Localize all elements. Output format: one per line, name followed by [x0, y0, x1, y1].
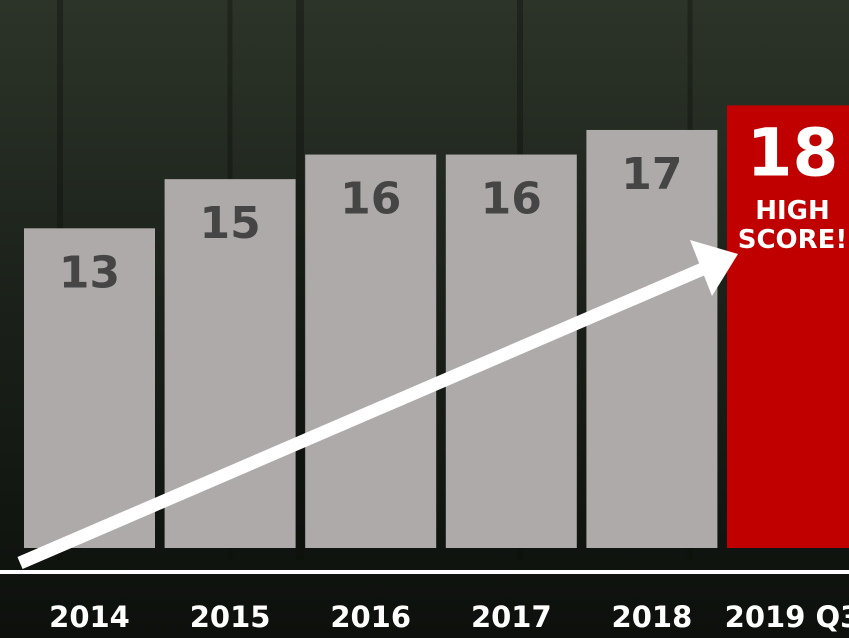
value-label: 16 [481, 174, 542, 225]
x-tick-label: 2019 Q3 [725, 600, 849, 634]
annotation: HIGH [755, 196, 830, 226]
value-label: 16 [340, 174, 401, 225]
x-tick-label: 2014 [49, 600, 130, 634]
x-tick-label: 2017 [471, 600, 552, 634]
x-tick-label: 2016 [330, 600, 411, 634]
value-label: 18 [747, 114, 839, 191]
value-label: 13 [59, 247, 120, 298]
value-label: 17 [621, 149, 682, 200]
chart: 13 2014 15 2015 16 2016 16 2017 17 2018 18 HIGHSCOR… [0, 0, 849, 638]
page: 13 2014 15 2015 16 2016 16 2017 17 2018 18 HIGHSCOR… [0, 0, 849, 638]
x-tick-label: 2018 [612, 600, 693, 634]
value-label: 15 [199, 198, 260, 249]
x-tick-label: 2015 [190, 600, 271, 634]
annotation: SCORE! [738, 225, 848, 255]
